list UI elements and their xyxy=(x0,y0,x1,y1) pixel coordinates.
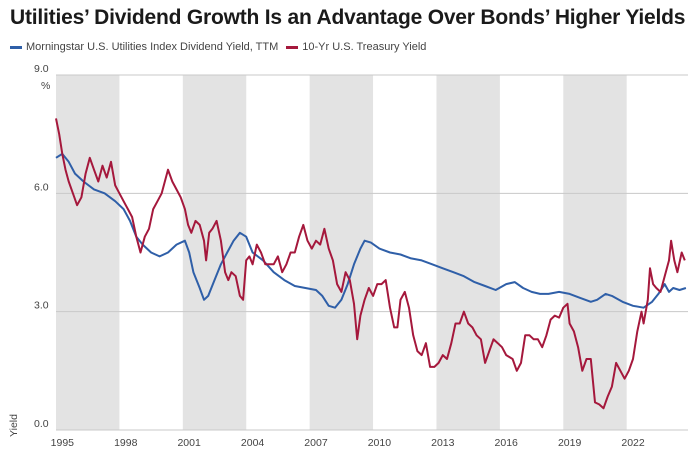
legend-label-dividend-yield: Morningstar U.S. Utilities Index Dividen… xyxy=(26,41,279,53)
y-tick-label-0: 0.0 xyxy=(34,418,49,430)
x-tick-label-9: 2022 xyxy=(621,437,645,449)
shaded-bands xyxy=(56,75,627,430)
series-line-1 xyxy=(55,118,686,410)
x-tick-label-4: 2007 xyxy=(304,437,328,449)
shaded-band-2 xyxy=(309,75,374,430)
legend-swatch-dividend-yield xyxy=(10,45,22,49)
series-line-0 xyxy=(55,152,687,309)
legend-item-dividend-yield: Morningstar U.S. Utilities Index Dividen… xyxy=(10,41,278,53)
x-tick-label-6: 2013 xyxy=(431,437,455,449)
shaded-band-3 xyxy=(436,75,500,430)
shaded-band-0 xyxy=(56,75,120,430)
legend-label-treasury-yield: 10-Yr U.S. Treasury Yield xyxy=(302,41,427,53)
x-tick-label-1: 1998 xyxy=(114,437,138,449)
y-tick-label-3: 9.0 xyxy=(34,63,49,75)
x-tick-label-3: 2004 xyxy=(241,437,265,449)
chart-title: Utilities’ Dividend Growth Is an Advanta… xyxy=(10,6,686,29)
x-tick-label-5: 2010 xyxy=(368,437,392,449)
x-tick-label-2: 2001 xyxy=(177,437,201,449)
x-axis-ticks: 1995 1998 2001 2004 2007 2010 2013 2016 2019 2022 xyxy=(51,437,645,449)
x-tick-label-0: 1995 xyxy=(51,437,75,449)
x-tick-label-8: 2019 xyxy=(558,437,582,449)
y-axis-title: Yield xyxy=(8,414,20,437)
y-tick-label-2: 6.0 xyxy=(34,181,49,193)
legend: Morningstar U.S. Utilities Index Dividen… xyxy=(10,41,434,53)
legend-item-treasury-yield: 10-Yr U.S. Treasury Yield xyxy=(286,41,426,53)
shaded-band-1 xyxy=(182,75,247,430)
x-tick-label-7: 2016 xyxy=(495,437,519,449)
y-tick-label-1: 3.0 xyxy=(34,300,49,312)
y-unit-label: % xyxy=(41,80,50,92)
series-lines xyxy=(55,118,687,410)
y-axis-ticks: 0.0 3.0 6.0 9.0 xyxy=(34,63,49,430)
legend-swatch-treasury-yield xyxy=(286,45,299,49)
shaded-band-4 xyxy=(563,75,627,430)
